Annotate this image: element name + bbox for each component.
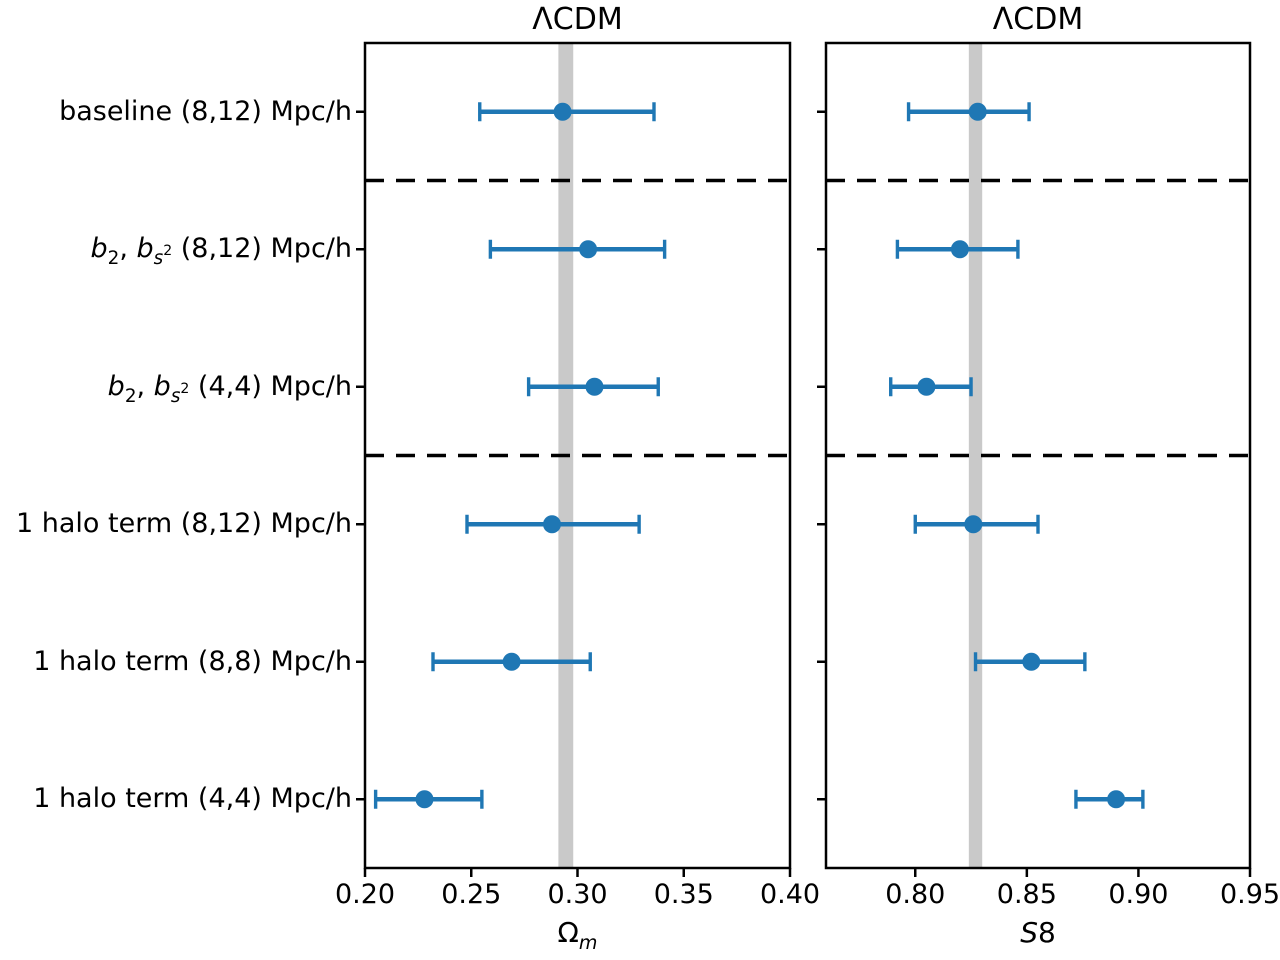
x-tick-label: 0.20	[334, 879, 396, 910]
row-label: b2, bs2 (4,4) Mpc/h	[107, 369, 352, 407]
label-segment: baseline (8,12) Mpc/h	[59, 95, 352, 127]
data-point-marker	[553, 102, 572, 121]
x-tick-label: 0.30	[547, 879, 608, 910]
label-segment: s	[170, 385, 181, 407]
x-tick-label: 0.85	[996, 879, 1057, 910]
label-segment: b	[136, 233, 154, 265]
label-segment: b	[107, 370, 125, 402]
data-point-marker	[579, 240, 598, 259]
label-segment: 2	[163, 243, 173, 260]
panel-plot-right	[817, 41, 1252, 877]
label-segment: Ω	[557, 916, 579, 949]
label-segment: 2	[180, 380, 190, 397]
row-label: 1 halo term (4,4) Mpc/h	[33, 781, 352, 817]
label-segment: 2	[107, 248, 120, 270]
x-tick-label: 0.80	[885, 879, 946, 910]
label-segment: (8,12) Mpc/h	[172, 233, 352, 265]
panel-title: ΛCDM	[992, 2, 1084, 37]
data-point-marker	[964, 515, 983, 534]
label-segment: 1 halo term (4,4) Mpc/h	[33, 783, 352, 815]
x-tick-label: 0.25	[441, 879, 502, 910]
data-point-marker	[543, 515, 561, 534]
label-segment: 1 halo term (8,8) Mpc/h	[33, 645, 352, 677]
x-tick-label: 0.90	[1108, 879, 1169, 910]
x-tick-label: 0.95	[1219, 879, 1280, 910]
data-point-marker	[968, 102, 987, 121]
label-segment: ,	[136, 370, 154, 402]
panel-plot-left	[356, 41, 792, 877]
label-segment: b	[153, 370, 171, 402]
label-segment: b	[90, 233, 108, 265]
fiducial-band	[968, 43, 983, 868]
panel-title: ΛCDM	[532, 2, 623, 37]
x-axis-label: Ωm	[558, 916, 598, 960]
label-segment: S	[1020, 916, 1038, 949]
label-segment: (4,4) Mpc/h	[189, 370, 352, 402]
data-point-marker	[415, 790, 434, 809]
label-segment: ,	[119, 233, 137, 265]
label-segment: 1 halo term (8,12) Mpc/h	[16, 508, 352, 540]
label-segment: 2	[124, 385, 137, 407]
data-point-marker	[1107, 790, 1126, 809]
x-tick-label: 0.35	[653, 879, 714, 910]
row-label: b2, bs2 (8,12) Mpc/h	[90, 231, 353, 270]
data-point-marker	[917, 377, 936, 396]
row-label: baseline (8,12) Mpc/h	[59, 94, 352, 130]
data-point-marker	[502, 652, 521, 671]
data-point-marker	[950, 240, 969, 259]
axes-frame	[824, 41, 1252, 870]
data-point-marker	[585, 377, 604, 396]
row-label: 1 halo term (8,8) Mpc/h	[33, 644, 352, 680]
x-tick-label: 0.40	[759, 879, 821, 910]
label-segment: s	[153, 248, 164, 270]
label-segment: 8	[1037, 916, 1056, 949]
label-segment: m	[578, 931, 598, 954]
data-point-marker	[1022, 652, 1041, 671]
x-axis-label: S8	[1020, 916, 1056, 950]
row-label: 1 halo term (8,12) Mpc/h	[16, 506, 352, 542]
